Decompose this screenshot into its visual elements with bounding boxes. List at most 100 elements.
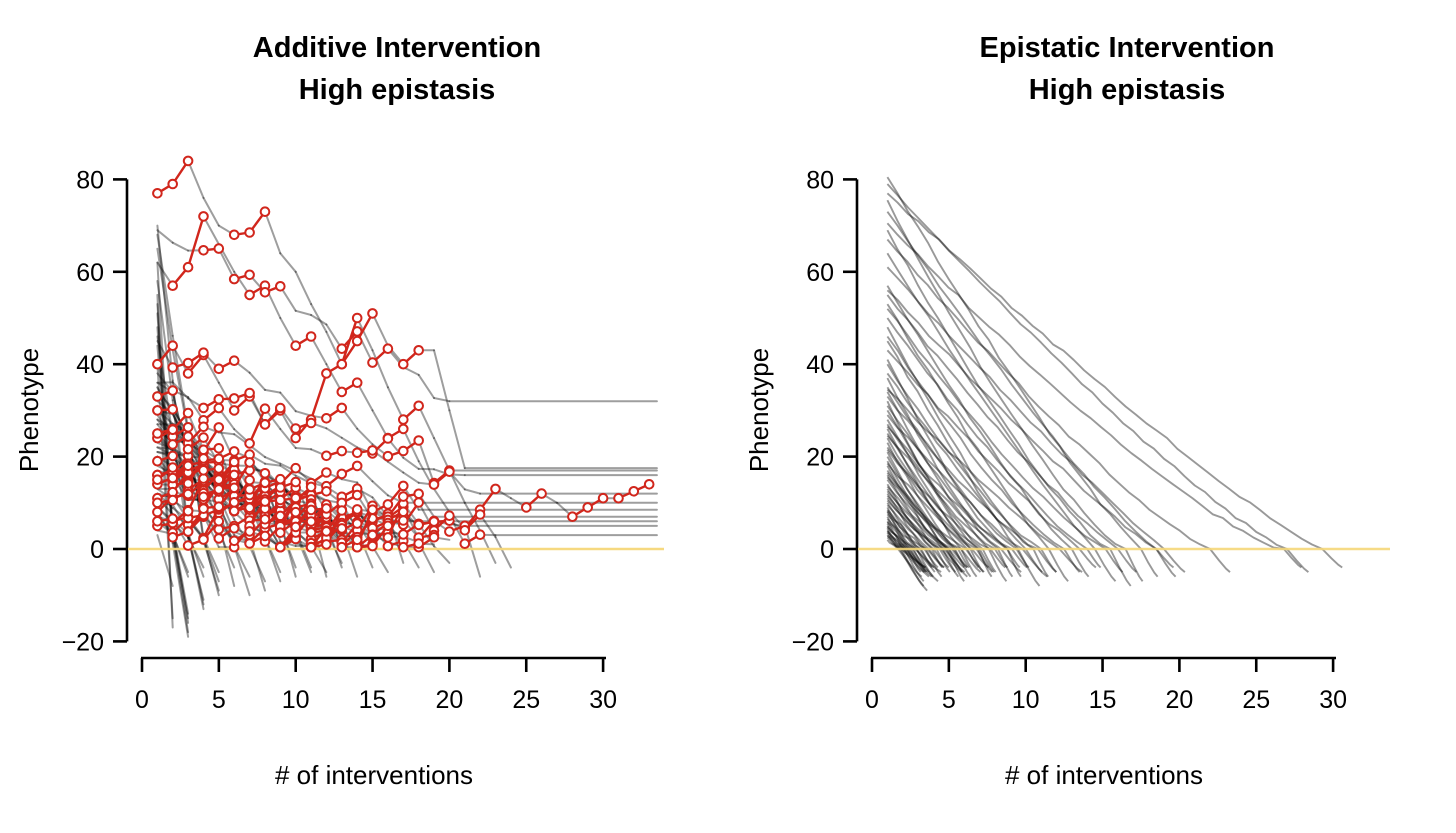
trajectory-marker	[182, 155, 194, 167]
trajectory-marker	[474, 509, 486, 520]
trajectory-marker	[167, 340, 178, 352]
trajectory-marker	[259, 530, 271, 542]
decline-segment	[433, 487, 451, 513]
trajectory-marker	[398, 506, 409, 518]
trajectory	[886, 192, 1343, 569]
trajectory-marker	[351, 335, 363, 347]
trajectory-marker	[259, 419, 271, 430]
trajectory	[886, 386, 1030, 569]
trajectory	[886, 335, 1081, 573]
trajectory-marker	[290, 492, 302, 504]
trajectory-marker	[213, 453, 225, 465]
trajectory	[886, 472, 985, 573]
trajectory-marker	[305, 527, 317, 538]
trajectory	[886, 423, 1009, 569]
additive-increase-trajectories	[152, 155, 655, 553]
trajectory-marker	[336, 343, 348, 355]
trajectory-marker	[213, 474, 225, 485]
trajectory-marker	[444, 466, 455, 478]
trajectory-marker	[290, 432, 302, 444]
trajectory-marker	[198, 211, 209, 222]
trajectory-marker	[152, 497, 163, 509]
trajectory-marker	[275, 494, 286, 506]
trajectory	[886, 513, 935, 569]
trajectory-marker	[351, 489, 363, 501]
trajectory-marker	[275, 527, 286, 539]
x-tick-label: 25	[512, 686, 540, 714]
trajectory-marker	[321, 368, 332, 379]
x-tick-label: 30	[1319, 686, 1347, 714]
trajectory	[886, 462, 990, 569]
trajectory-marker	[398, 491, 409, 502]
trajectory-marker	[182, 526, 194, 537]
decline-segment	[371, 480, 389, 497]
trajectory	[886, 183, 1309, 573]
trajectory-marker	[398, 529, 409, 540]
trajectory-marker	[244, 289, 255, 301]
trajectory	[886, 465, 960, 578]
trajectory-marker	[182, 460, 194, 472]
trajectory	[886, 285, 1090, 578]
trajectory	[886, 516, 926, 573]
x-tick-label: 5	[212, 686, 226, 714]
decline-segment	[264, 388, 282, 394]
trajectory	[886, 499, 963, 573]
trajectory-marker	[244, 538, 255, 549]
trajectory-marker	[351, 447, 363, 459]
decline-segment	[264, 456, 282, 465]
trajectory-marker	[228, 523, 240, 534]
trajectory-marker	[643, 479, 655, 490]
trajectory-marker	[336, 358, 348, 370]
trajectory-marker	[228, 497, 240, 508]
trajectory-marker	[398, 541, 409, 553]
trajectory-marker	[259, 477, 271, 489]
trajectory-marker	[228, 535, 240, 547]
trajectory-marker	[152, 428, 163, 439]
trajectory	[886, 435, 1022, 573]
trajectory-marker	[244, 457, 255, 468]
trajectory-marker	[244, 387, 255, 399]
decline-segment	[279, 252, 297, 273]
trajectory-marker	[382, 433, 394, 444]
x-tick-label: 5	[942, 686, 956, 714]
trajectory-marker	[167, 450, 178, 462]
trajectory	[886, 326, 1049, 578]
trajectory-marker	[290, 506, 302, 518]
trajectory	[886, 303, 1069, 582]
trajectory	[886, 490, 965, 569]
epistatic-title-line1: Epistatic Intervention	[979, 32, 1275, 64]
trajectory-marker	[182, 443, 194, 455]
decline-segment	[202, 196, 220, 227]
trajectory-marker	[351, 518, 363, 529]
trajectory-marker	[305, 541, 317, 553]
trajectory-marker	[321, 467, 332, 478]
trajectory-marker	[290, 340, 302, 352]
decline-segment	[187, 532, 205, 578]
x-tick-label: 0	[135, 686, 149, 714]
trajectory-marker	[213, 484, 225, 495]
trajectory	[886, 414, 1048, 578]
trajectory	[886, 479, 968, 578]
trajectory	[886, 442, 972, 578]
trajectory-marker	[167, 404, 178, 415]
y-tick-label: 60	[806, 259, 834, 287]
decline-segment	[433, 397, 451, 403]
trajectory-marker	[182, 261, 194, 273]
trajectory-marker	[182, 431, 194, 442]
decline-segment	[310, 303, 328, 333]
trajectory-marker	[198, 432, 209, 443]
trajectory	[886, 504, 945, 569]
decline-segment	[171, 529, 190, 624]
decline-segment	[279, 428, 297, 449]
trajectory	[886, 229, 1132, 587]
trajectory	[886, 526, 942, 573]
trajectory-marker	[351, 460, 363, 472]
trajectory	[886, 485, 968, 569]
y-tick-label: 80	[806, 166, 834, 194]
trajectory-marker	[459, 525, 471, 536]
trajectory-marker	[351, 312, 363, 324]
trajectory-marker	[367, 504, 378, 516]
trajectory	[886, 289, 1175, 569]
additive-axes: −20 0 20 40 60 80 0 5 10 15 20 25 30	[62, 166, 617, 714]
decline-segment	[402, 456, 420, 470]
